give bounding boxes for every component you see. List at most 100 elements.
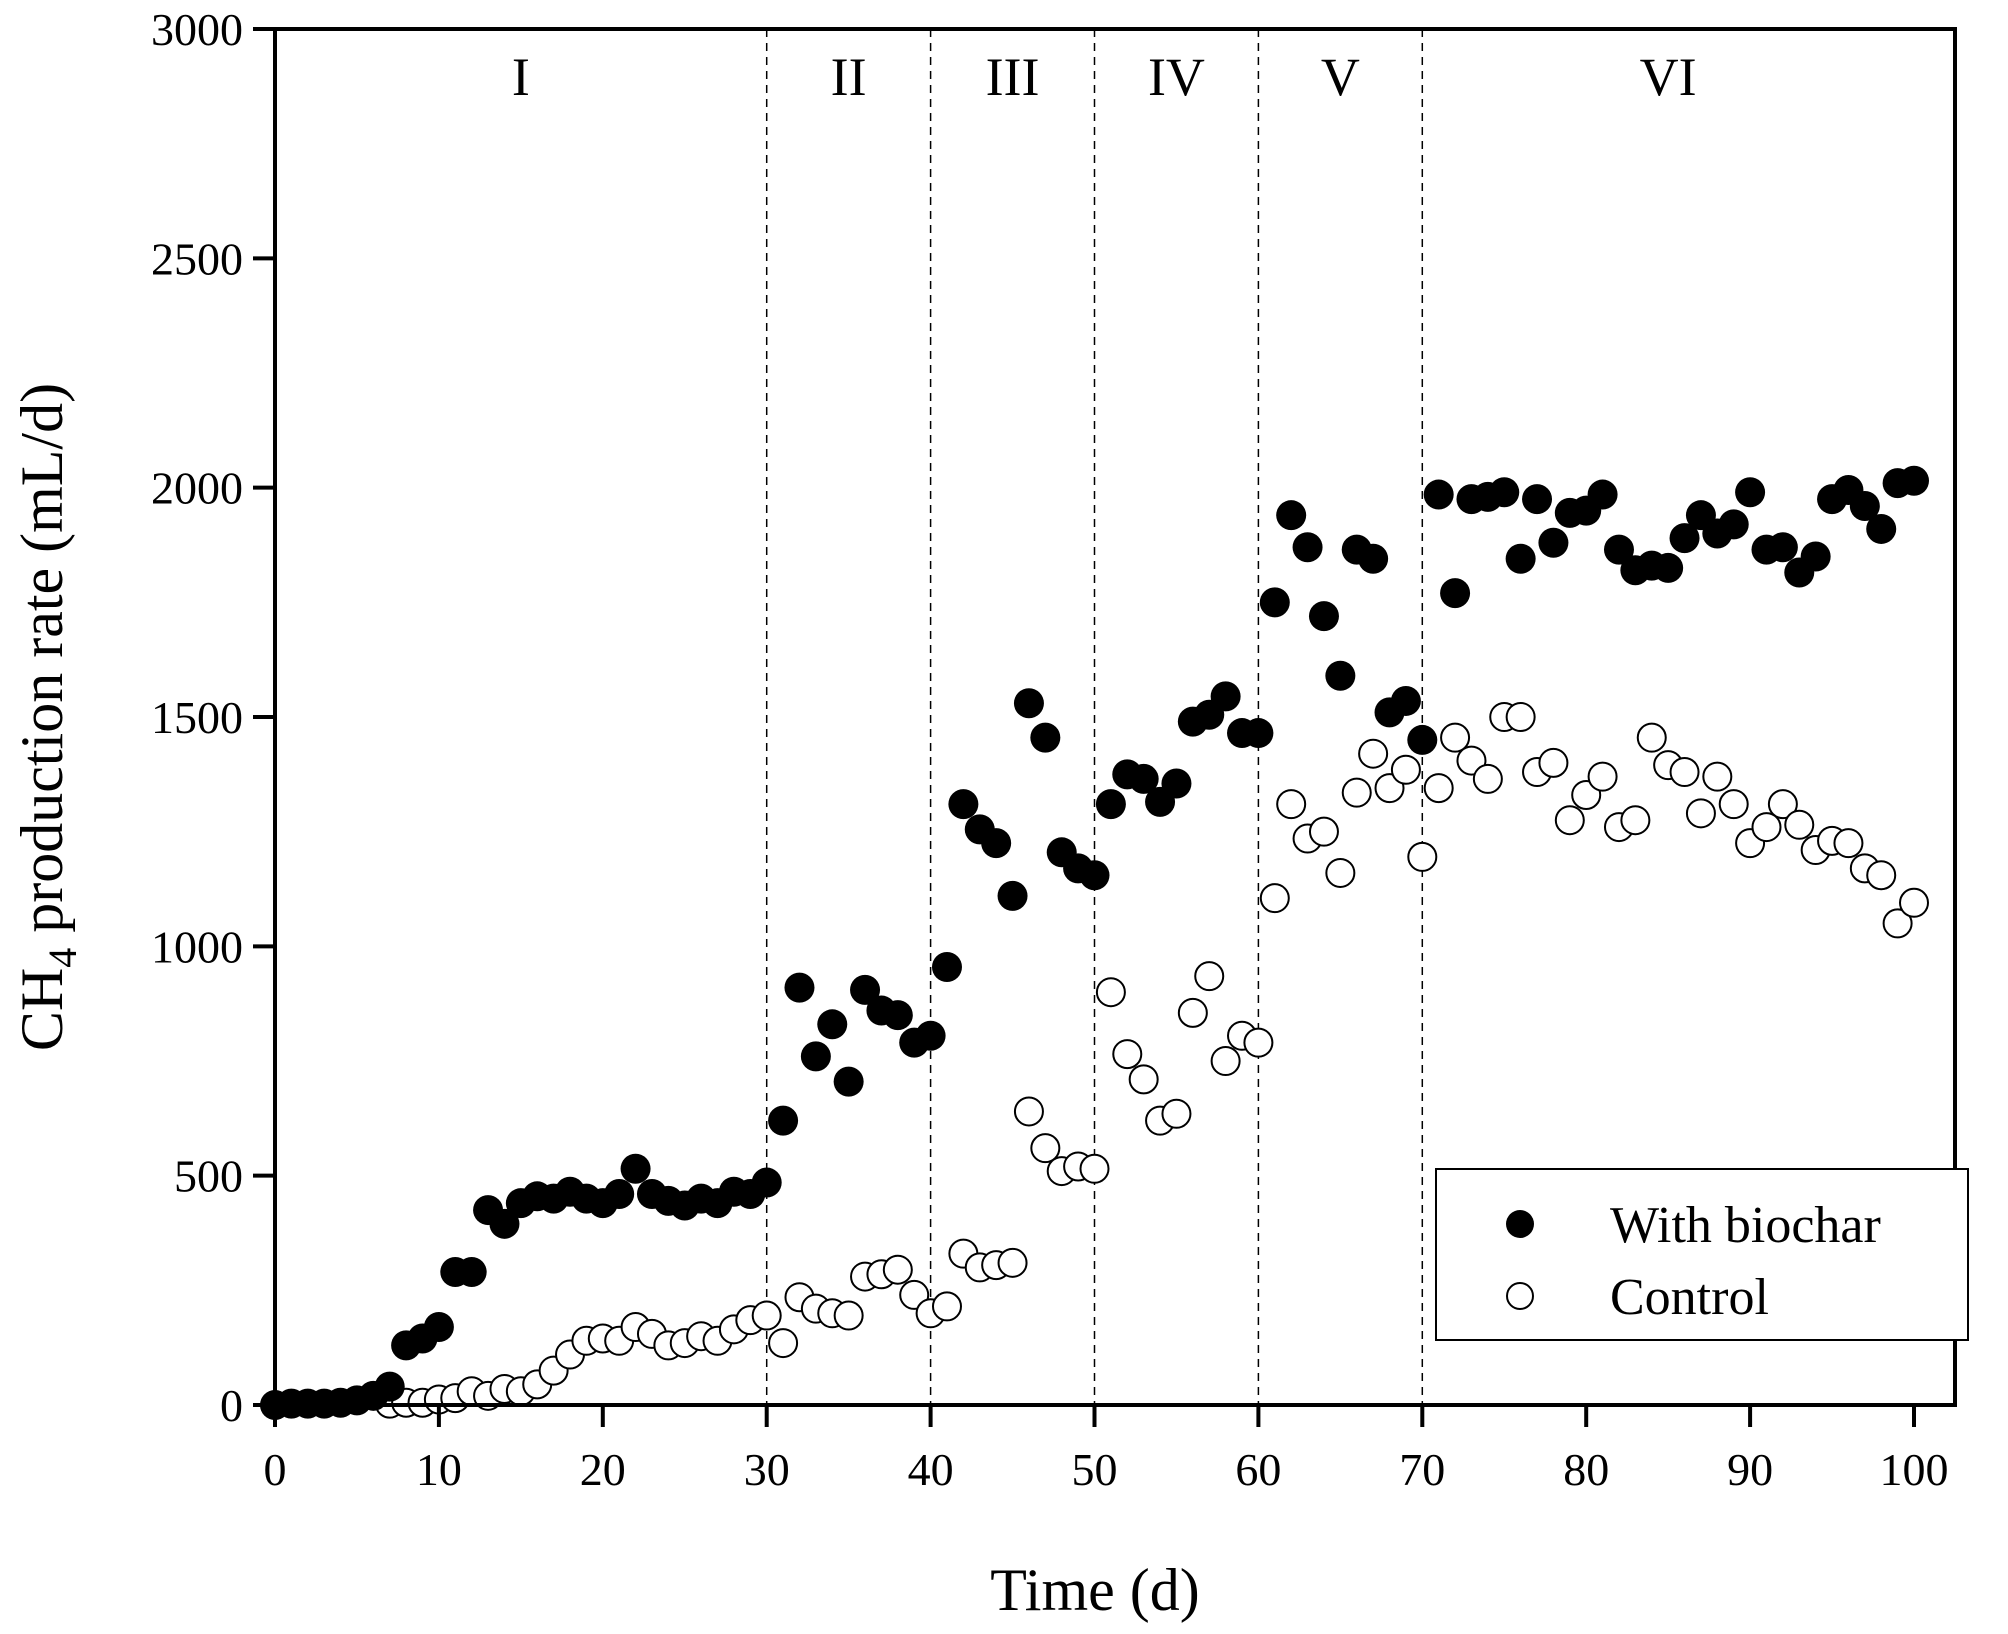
phase-label: II [831, 47, 867, 107]
point-control [768, 1328, 799, 1359]
point-with-biochar [1013, 688, 1044, 719]
point-control [1636, 722, 1667, 753]
point-control [1194, 961, 1225, 992]
y-tick-label: 1500 [151, 692, 243, 743]
phase-label: IV [1148, 47, 1205, 107]
y-tick-label: 3000 [151, 4, 243, 55]
point-control [1276, 789, 1307, 820]
point-control [1554, 805, 1585, 836]
phase-label: VI [1640, 47, 1697, 107]
point-with-biochar [948, 789, 979, 820]
point-with-biochar [1407, 724, 1438, 755]
point-control [1685, 798, 1716, 829]
point-with-biochar [833, 1066, 864, 1097]
phase-label: III [986, 47, 1040, 107]
x-tick-label: 100 [1880, 1444, 1949, 1495]
point-with-biochar [850, 974, 881, 1005]
x-tick-label: 10 [416, 1444, 462, 1495]
point-control [1702, 761, 1733, 792]
y-tick-label: 500 [174, 1151, 243, 1202]
point-with-biochar [751, 1167, 782, 1198]
point-with-biochar [1259, 587, 1290, 618]
x-tick-label: 70 [1399, 1444, 1445, 1495]
y-tick-label: 0 [220, 1380, 243, 1431]
point-with-biochar [1505, 543, 1536, 574]
phase-label: I [512, 47, 530, 107]
x-tick-label: 30 [744, 1444, 790, 1495]
point-control [1767, 789, 1798, 820]
point-with-biochar [1243, 718, 1274, 749]
point-control [1440, 722, 1471, 753]
point-control [1751, 812, 1782, 843]
point-with-biochar [1866, 513, 1897, 544]
point-control [833, 1300, 864, 1331]
x-tick-label: 50 [1072, 1444, 1118, 1495]
point-with-biochar [1308, 601, 1339, 632]
point-with-biochar [1292, 532, 1323, 563]
point-with-biochar [931, 951, 962, 982]
x-tick-label: 90 [1727, 1444, 1773, 1495]
x-axis: 0 10 20 30 40 50 60 70 80 90 100 [264, 1405, 1949, 1495]
legend-marker-with-biochar [1506, 1210, 1534, 1238]
point-with-biochar [1538, 527, 1569, 558]
point-control [1210, 1046, 1241, 1076]
point-with-biochar [1669, 523, 1700, 554]
point-control [882, 1254, 913, 1285]
point-control [1079, 1153, 1110, 1184]
point-with-biochar [1358, 543, 1389, 574]
point-control [1407, 841, 1438, 872]
point-with-biochar [1128, 763, 1159, 794]
point-with-biochar [604, 1179, 635, 1210]
point-control [1866, 860, 1897, 891]
point-with-biochar [1767, 532, 1798, 563]
point-control [751, 1300, 782, 1331]
point-control [1899, 887, 1929, 918]
point-with-biochar [1603, 534, 1634, 565]
point-control [1784, 809, 1815, 840]
point-control [1095, 977, 1126, 1008]
point-with-biochar [1587, 479, 1618, 510]
point-control [1718, 789, 1749, 820]
point-with-biochar [1489, 477, 1520, 508]
point-with-biochar [915, 1020, 946, 1051]
point-control [1325, 857, 1356, 888]
point-with-biochar [1653, 552, 1684, 583]
point-control [1669, 757, 1700, 788]
phase-labels: I II III IV V VI [512, 47, 1697, 107]
point-control [1128, 1064, 1159, 1095]
point-control [1538, 747, 1569, 778]
point-with-biochar [768, 1105, 799, 1136]
point-control [1882, 908, 1913, 939]
x-axis-title: Time (d) [990, 1557, 1199, 1623]
legend-label-control: Control [1610, 1269, 1769, 1326]
point-with-biochar [1899, 465, 1929, 496]
point-with-biochar [1522, 484, 1553, 515]
point-with-biochar [882, 1000, 913, 1031]
point-with-biochar [1849, 491, 1880, 522]
data-points [260, 465, 1929, 1420]
point-with-biochar [1030, 722, 1061, 753]
x-tick-label: 20 [580, 1444, 626, 1495]
legend-marker-control [1506, 1282, 1534, 1310]
phase-label: V [1321, 47, 1360, 107]
point-control [1423, 773, 1454, 804]
point-with-biochar [1390, 685, 1421, 716]
point-control [931, 1291, 962, 1322]
point-control [1308, 816, 1339, 847]
point-with-biochar [1210, 681, 1241, 712]
point-with-biochar [1161, 768, 1192, 799]
point-control [1177, 997, 1208, 1028]
point-control [1472, 763, 1503, 794]
x-tick-label: 80 [1563, 1444, 1609, 1495]
point-control [1833, 828, 1864, 859]
x-tick-label: 40 [908, 1444, 954, 1495]
point-with-biochar [1276, 500, 1307, 531]
point-with-biochar [1423, 479, 1454, 510]
point-control [1259, 883, 1290, 914]
point-with-biochar [1079, 860, 1110, 891]
point-with-biochar [1800, 541, 1831, 572]
point-control [1030, 1133, 1061, 1164]
point-control [1112, 1039, 1143, 1070]
legend-box [1435, 1168, 1969, 1341]
legend-label-with-biochar: With biochar [1610, 1197, 1881, 1254]
